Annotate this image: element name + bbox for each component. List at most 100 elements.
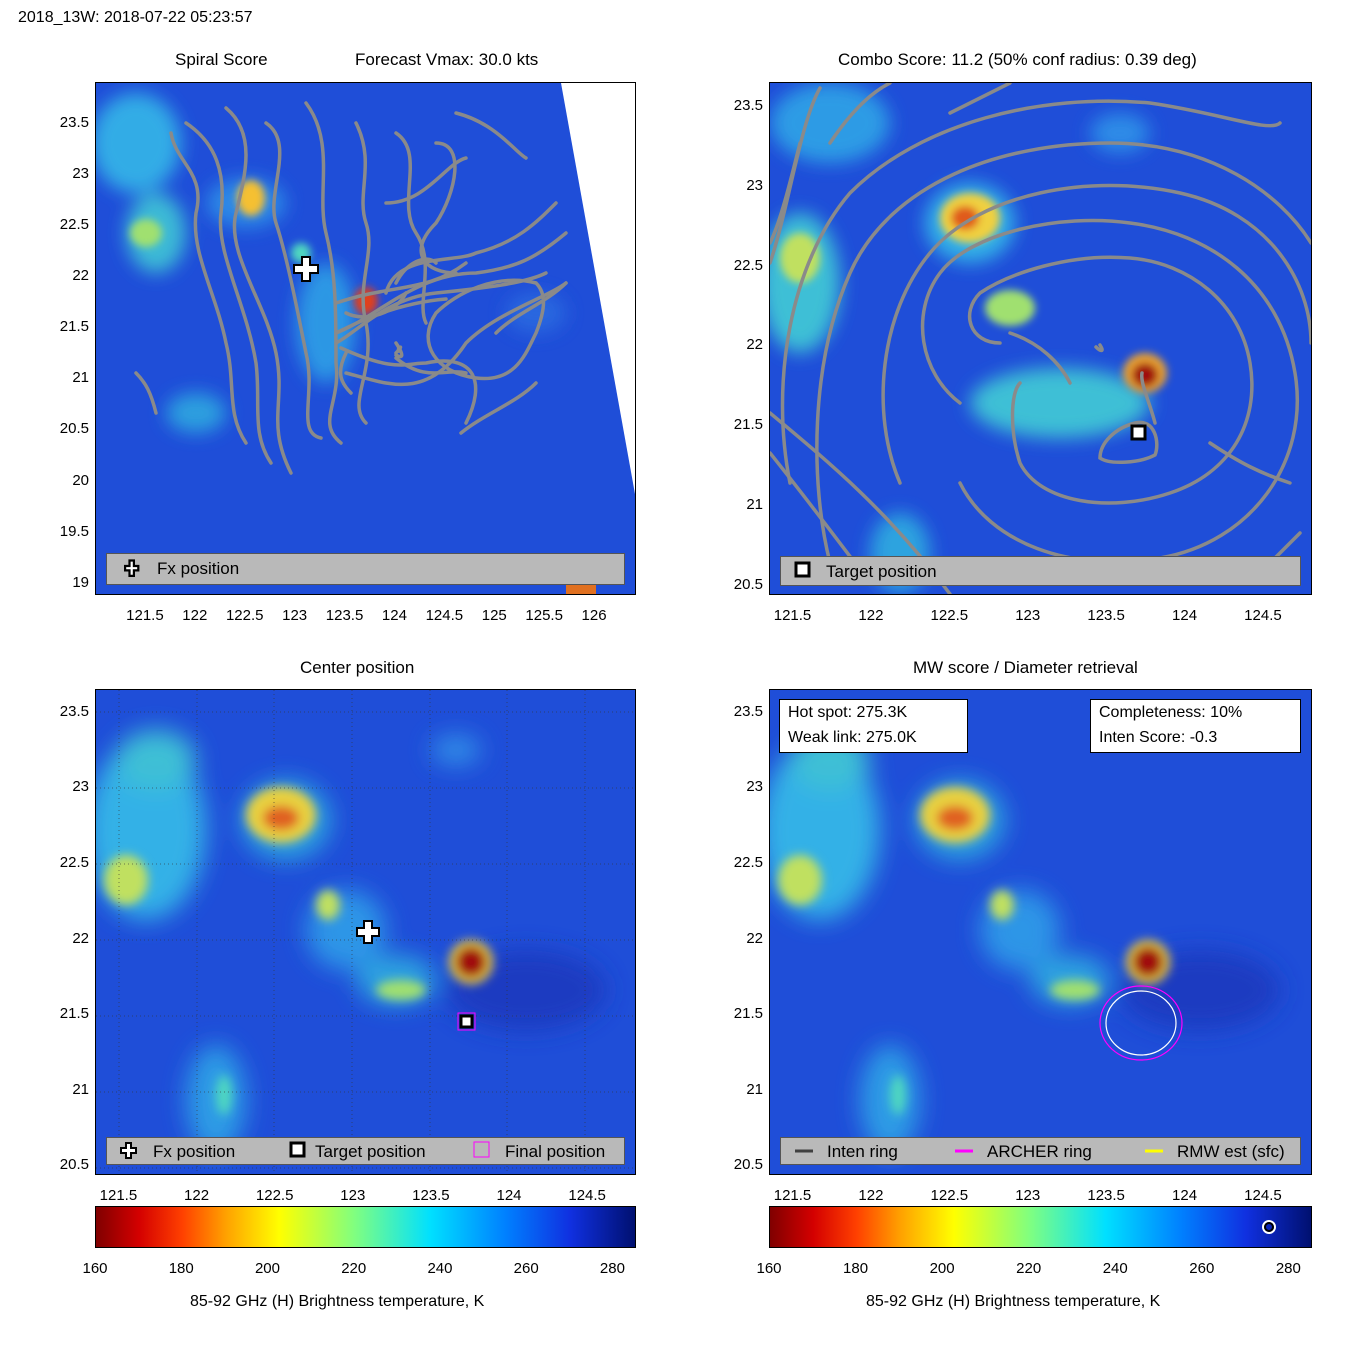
mw-panel: Hot spot: 275.3K Weak link: 275.0K Compl… [769, 689, 1312, 1175]
mw-rings [1099, 985, 1183, 1061]
colorbar-left-tick: 160 [82, 1260, 108, 1277]
center-xtick: 123 [340, 1187, 366, 1204]
spiral-ytick: 21.5 [59, 318, 89, 336]
mw-hotspot-box: Hot spot: 275.3K Weak link: 275.0K [779, 699, 968, 753]
combo-target-marker [1130, 424, 1147, 441]
combo-xtick: 121.5 [773, 607, 812, 624]
spiral-ytick: 20.5 [59, 420, 89, 438]
spiral-xtick: 123 [282, 607, 308, 624]
spiral-xtick: 125.5 [525, 607, 563, 624]
center-target-marker [457, 1012, 476, 1031]
spiral-ytick: 23.5 [59, 113, 89, 131]
spiral-xtick: 122.5 [225, 607, 264, 624]
hot-spot-text: Hot spot: 275.3K [788, 704, 908, 721]
target-position-icon [289, 1141, 306, 1158]
colorbar-left-tick: 280 [599, 1260, 625, 1277]
combo-legend-target: Target position [826, 562, 937, 581]
combo-title: Combo Score: 11.2 (50% conf radius: 0.39… [838, 50, 1197, 69]
colorbar-left [95, 1206, 636, 1248]
mw-legend-rmw: RMW est (sfc) [1177, 1142, 1285, 1161]
spiral-ytick: 22 [72, 267, 89, 285]
figure-title: 2018_13W: 2018-07-22 05:23:57 [18, 9, 253, 26]
completeness-text: Completeness: 10% [1099, 704, 1243, 721]
spiral-ytick: 20 [72, 471, 89, 489]
combo-ytick: 20.5 [733, 576, 763, 594]
mw-ytick: 23 [746, 778, 763, 796]
colorbar-left-tick: 200 [254, 1260, 280, 1277]
spiral-xtick: 125 [481, 607, 507, 624]
colorbar-right [769, 1206, 1312, 1248]
colorbar-right-tick: 260 [1189, 1260, 1215, 1277]
spiral-ytick: 23 [72, 164, 89, 182]
mw-title: MW score / Diameter retrieval [913, 658, 1138, 677]
colorbar-left-tick: 180 [168, 1260, 194, 1277]
combo-legend: Target position [780, 556, 1301, 586]
mw-xtick: 124 [1172, 1187, 1198, 1204]
combo-xtick: 123 [1015, 607, 1041, 624]
mw-ytick: 21.5 [733, 1005, 763, 1023]
spiral-ytick: 19.5 [59, 522, 89, 540]
center-xtick: 121.5 [99, 1187, 138, 1204]
center-legend-final: Final position [505, 1142, 606, 1161]
combo-xtick: 124 [1172, 607, 1198, 624]
center-ytick: 21 [72, 1080, 89, 1098]
mw-legend: Inten ring ARCHER ring RMW est (sfc) [780, 1137, 1301, 1165]
archer-ring [1099, 985, 1183, 1061]
spiral-xtick: 124.5 [425, 607, 464, 624]
spiral-fx-marker [293, 256, 319, 282]
inten-score-text: Inten Score: -0.3 [1099, 729, 1218, 746]
colorbar-right-tick: 280 [1275, 1260, 1301, 1277]
mw-xtick: 122.5 [930, 1187, 969, 1204]
center-xtick: 124 [496, 1187, 522, 1204]
mw-ytick: 22 [746, 929, 763, 947]
spiral-ytick: 19 [72, 573, 89, 591]
center-ytick: 20.5 [59, 1156, 89, 1174]
mw-xtick: 123 [1015, 1187, 1041, 1204]
mw-ytick: 21 [746, 1080, 763, 1098]
center-grid [96, 690, 635, 1174]
spiral-legend: Fx position [106, 553, 625, 585]
spiral-ytick: 21 [72, 369, 89, 387]
mw-legend-archer: ARCHER ring [987, 1142, 1092, 1161]
inten-ring [1105, 990, 1177, 1056]
center-xtick: 124.5 [568, 1187, 606, 1204]
inten-ring-line [795, 1149, 813, 1153]
combo-contours [770, 83, 1311, 594]
spiral-map [96, 83, 635, 594]
colorbar-left-label: 85-92 GHz (H) Brightness temperature, K [190, 1293, 485, 1310]
mw-xtick: 123.5 [1087, 1187, 1125, 1204]
mw-completeness-box: Completeness: 10% Inten Score: -0.3 [1090, 699, 1301, 753]
spiral-ytick: 22.5 [59, 216, 89, 234]
colorbar-right-tick: 200 [929, 1260, 955, 1277]
colorbar-right-label: 85-92 GHz (H) Brightness temperature, K [866, 1293, 1161, 1310]
spiral-title-right: Forecast Vmax: 30.0 kts [355, 50, 539, 69]
spiral-legend-fx: Fx position [157, 559, 240, 578]
combo-ytick: 23.5 [733, 96, 763, 114]
colorbar-right-tick: 180 [843, 1260, 869, 1277]
colorbar-ring-marker [1262, 1220, 1276, 1234]
center-panel: Fx position Target position Final positi… [95, 689, 636, 1175]
center-title: Center position [300, 658, 415, 677]
mw-xtick: 122 [858, 1187, 884, 1204]
combo-xtick: 123.5 [1087, 607, 1125, 624]
center-ytick: 23 [72, 778, 89, 796]
center-xtick: 123.5 [412, 1187, 450, 1204]
center-xtick: 122.5 [255, 1187, 294, 1204]
colorbar-left-tick: 220 [341, 1260, 367, 1277]
spiral-title-left: Spiral Score [175, 50, 268, 69]
final-position-icon [473, 1141, 490, 1158]
spiral-xtick: 121.5 [126, 607, 164, 624]
target-position-icon [794, 561, 811, 578]
combo-ytick: 21.5 [733, 416, 763, 434]
center-map [96, 690, 635, 1174]
colorbar-right-tick: 220 [1016, 1260, 1042, 1277]
fx-position-icon [120, 1142, 137, 1159]
center-legend-target: Target position [315, 1142, 426, 1161]
spiral-xtick: 122 [182, 607, 208, 624]
spiral-xtick: 124 [381, 607, 407, 624]
colorbar-left-tick: 240 [427, 1260, 453, 1277]
center-ytick: 22.5 [59, 853, 89, 871]
weak-link-text: Weak link: 275.0K [788, 729, 917, 746]
spiral-contours [134, 101, 568, 475]
mw-ytick: 22.5 [733, 853, 763, 871]
